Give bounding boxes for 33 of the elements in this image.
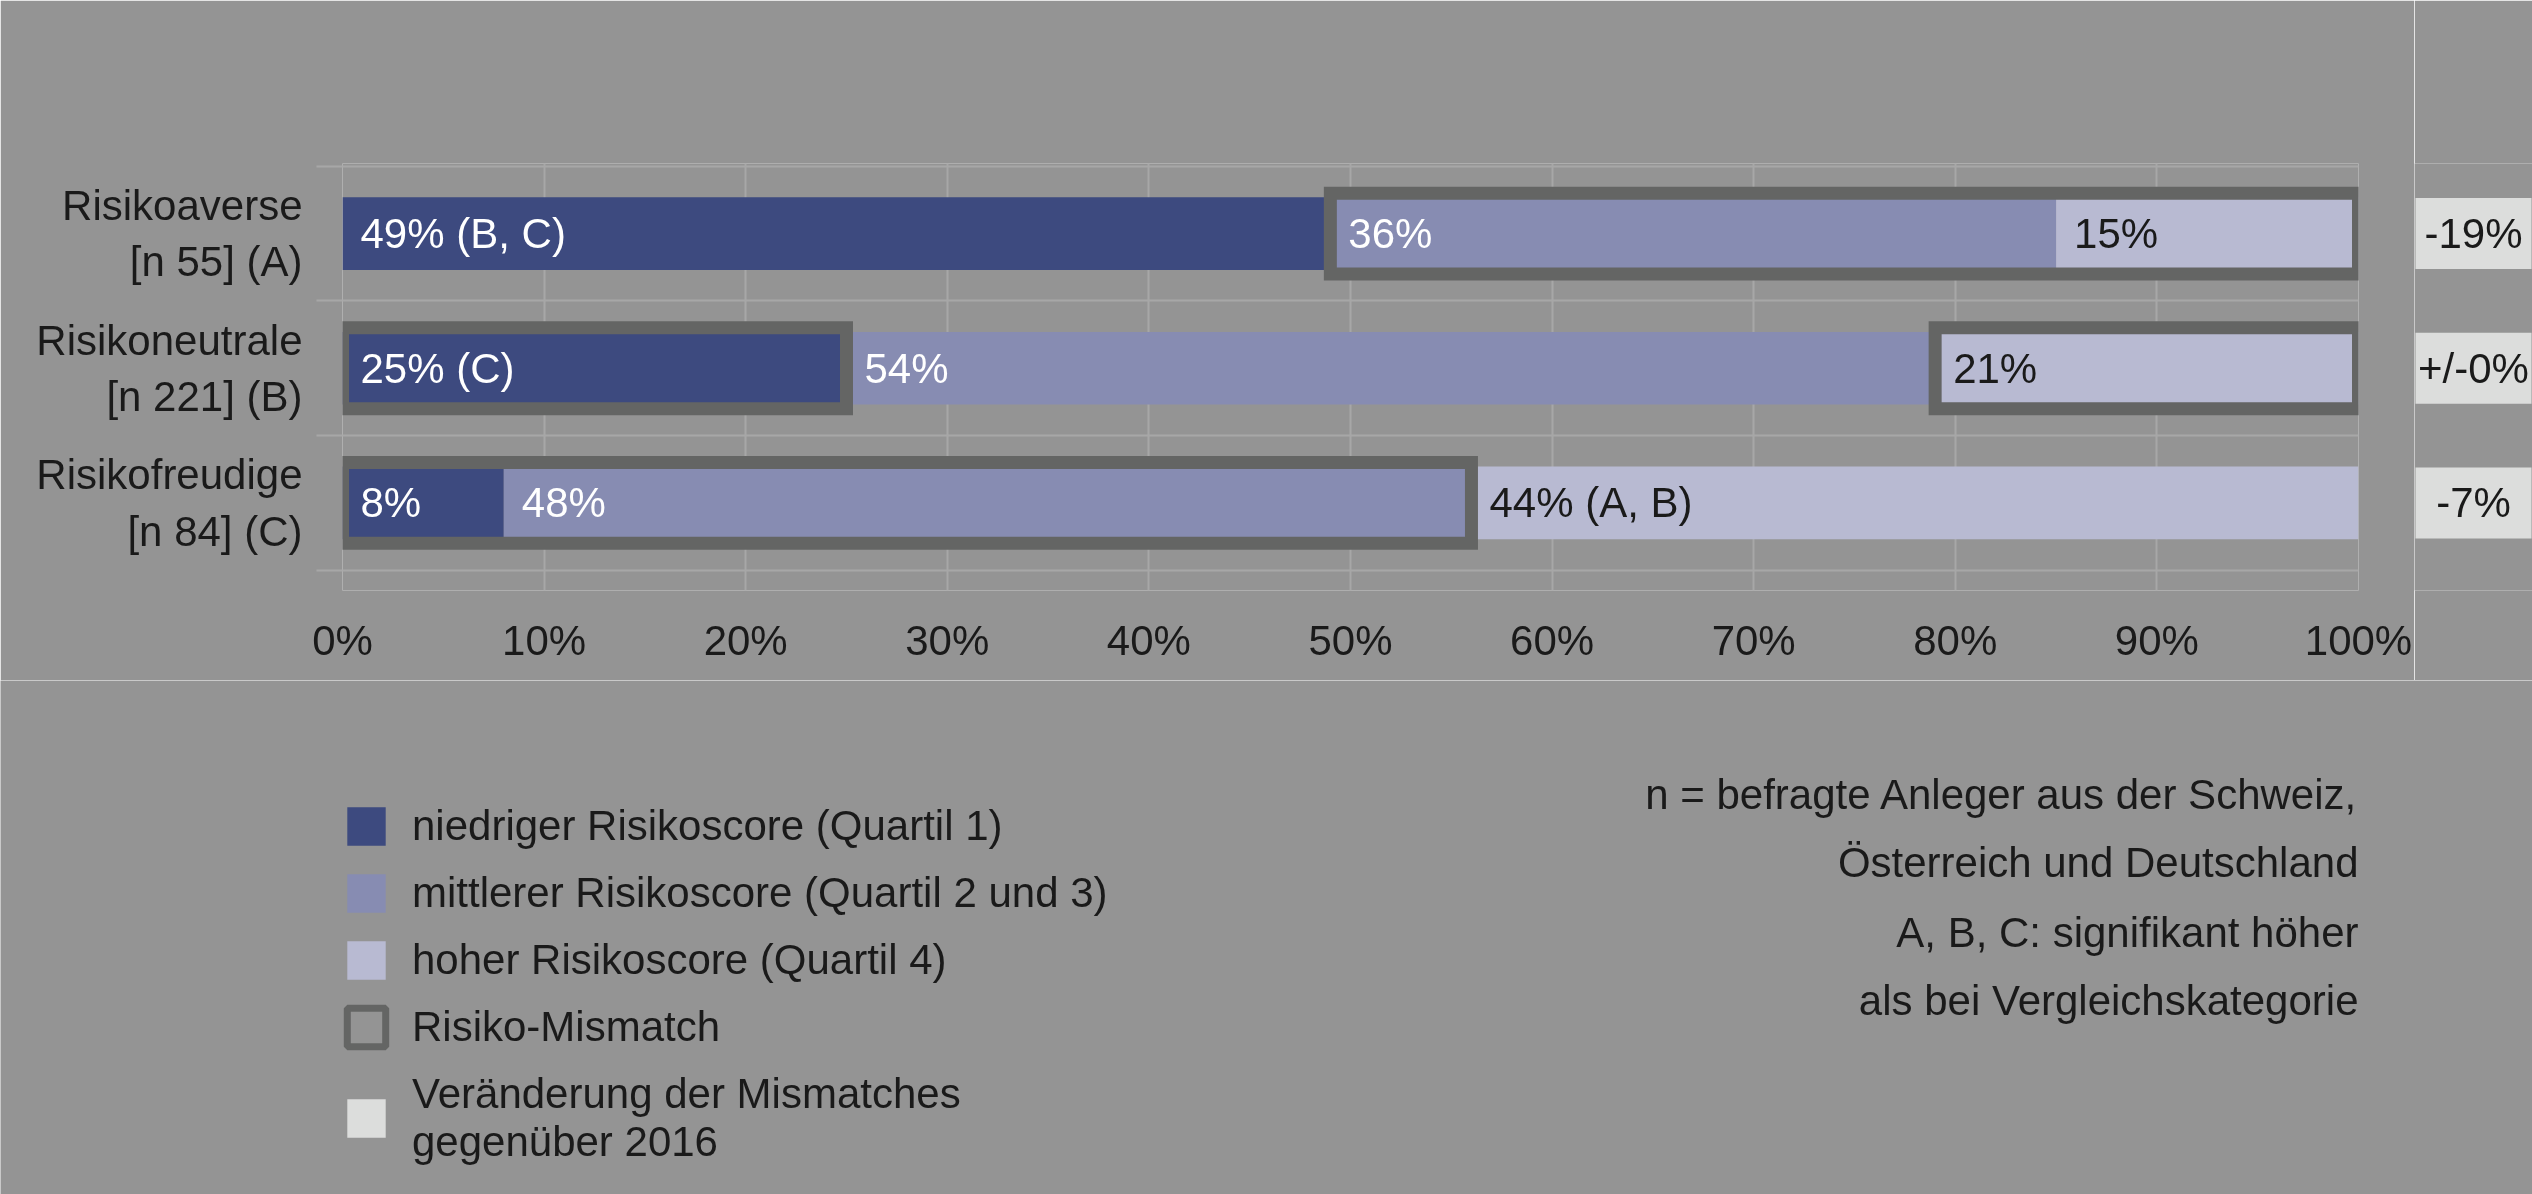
data-label: 49% (B, C) — [360, 210, 566, 258]
legend-label: mittlerer Risikoscore (Quartil 2 und 3) — [412, 869, 1108, 917]
data-label: 21% — [1953, 344, 2038, 392]
text: +/-0% — [2418, 344, 2529, 392]
text: n = befragte Anleger aus der Schweiz, Österreich und Deutschland — [1645, 770, 2359, 886]
legend-label: Risiko-Mismatch — [412, 1003, 721, 1051]
text: -19% — [2424, 210, 2523, 258]
data-label: 48% — [521, 479, 606, 527]
x-tick-label: 60% — [1510, 616, 1595, 664]
x-tick-label: 90% — [2114, 616, 2199, 664]
data-label: 8% — [360, 479, 422, 527]
x-tick-label: 50% — [1308, 616, 1393, 664]
data-label: 54% — [864, 344, 949, 392]
x-tick-label: 80% — [1913, 616, 1998, 664]
y-tick-label: Risikofreudige [n 84] (C) — [36, 451, 303, 555]
x-tick-label: 10% — [502, 616, 587, 664]
x-tick-label: 100% — [2304, 616, 2413, 664]
x-tick-label: 40% — [1106, 616, 1191, 664]
x-tick-label: 30% — [905, 616, 990, 664]
x-tick-label: 0% — [312, 616, 373, 664]
data-label: 25% (C) — [360, 344, 515, 392]
legend-label: hoher Risikoscore (Quartil 4) — [412, 936, 947, 984]
legend-label: Veränderung der Mismatches gegenüber 2016 — [412, 1070, 961, 1166]
data-label: 15% — [2074, 210, 2159, 258]
x-tick-label: 70% — [1711, 616, 1796, 664]
data-label: 36% — [1348, 210, 1433, 258]
legend-label: niedriger Risikoscore (Quartil 1) — [412, 802, 1003, 850]
y-tick-label: Risikoaverse [n 55] (A) — [62, 181, 303, 286]
x-tick-label: 20% — [703, 616, 788, 664]
text: A, B, C: signifikant höher als bei Vergleichskategorie — [1858, 908, 2359, 1024]
y-tick-label: Risikoneutrale [n 221] (B) — [36, 316, 303, 420]
text: -7% — [2436, 479, 2511, 527]
data-label: 44% (A, B) — [1489, 479, 1693, 527]
